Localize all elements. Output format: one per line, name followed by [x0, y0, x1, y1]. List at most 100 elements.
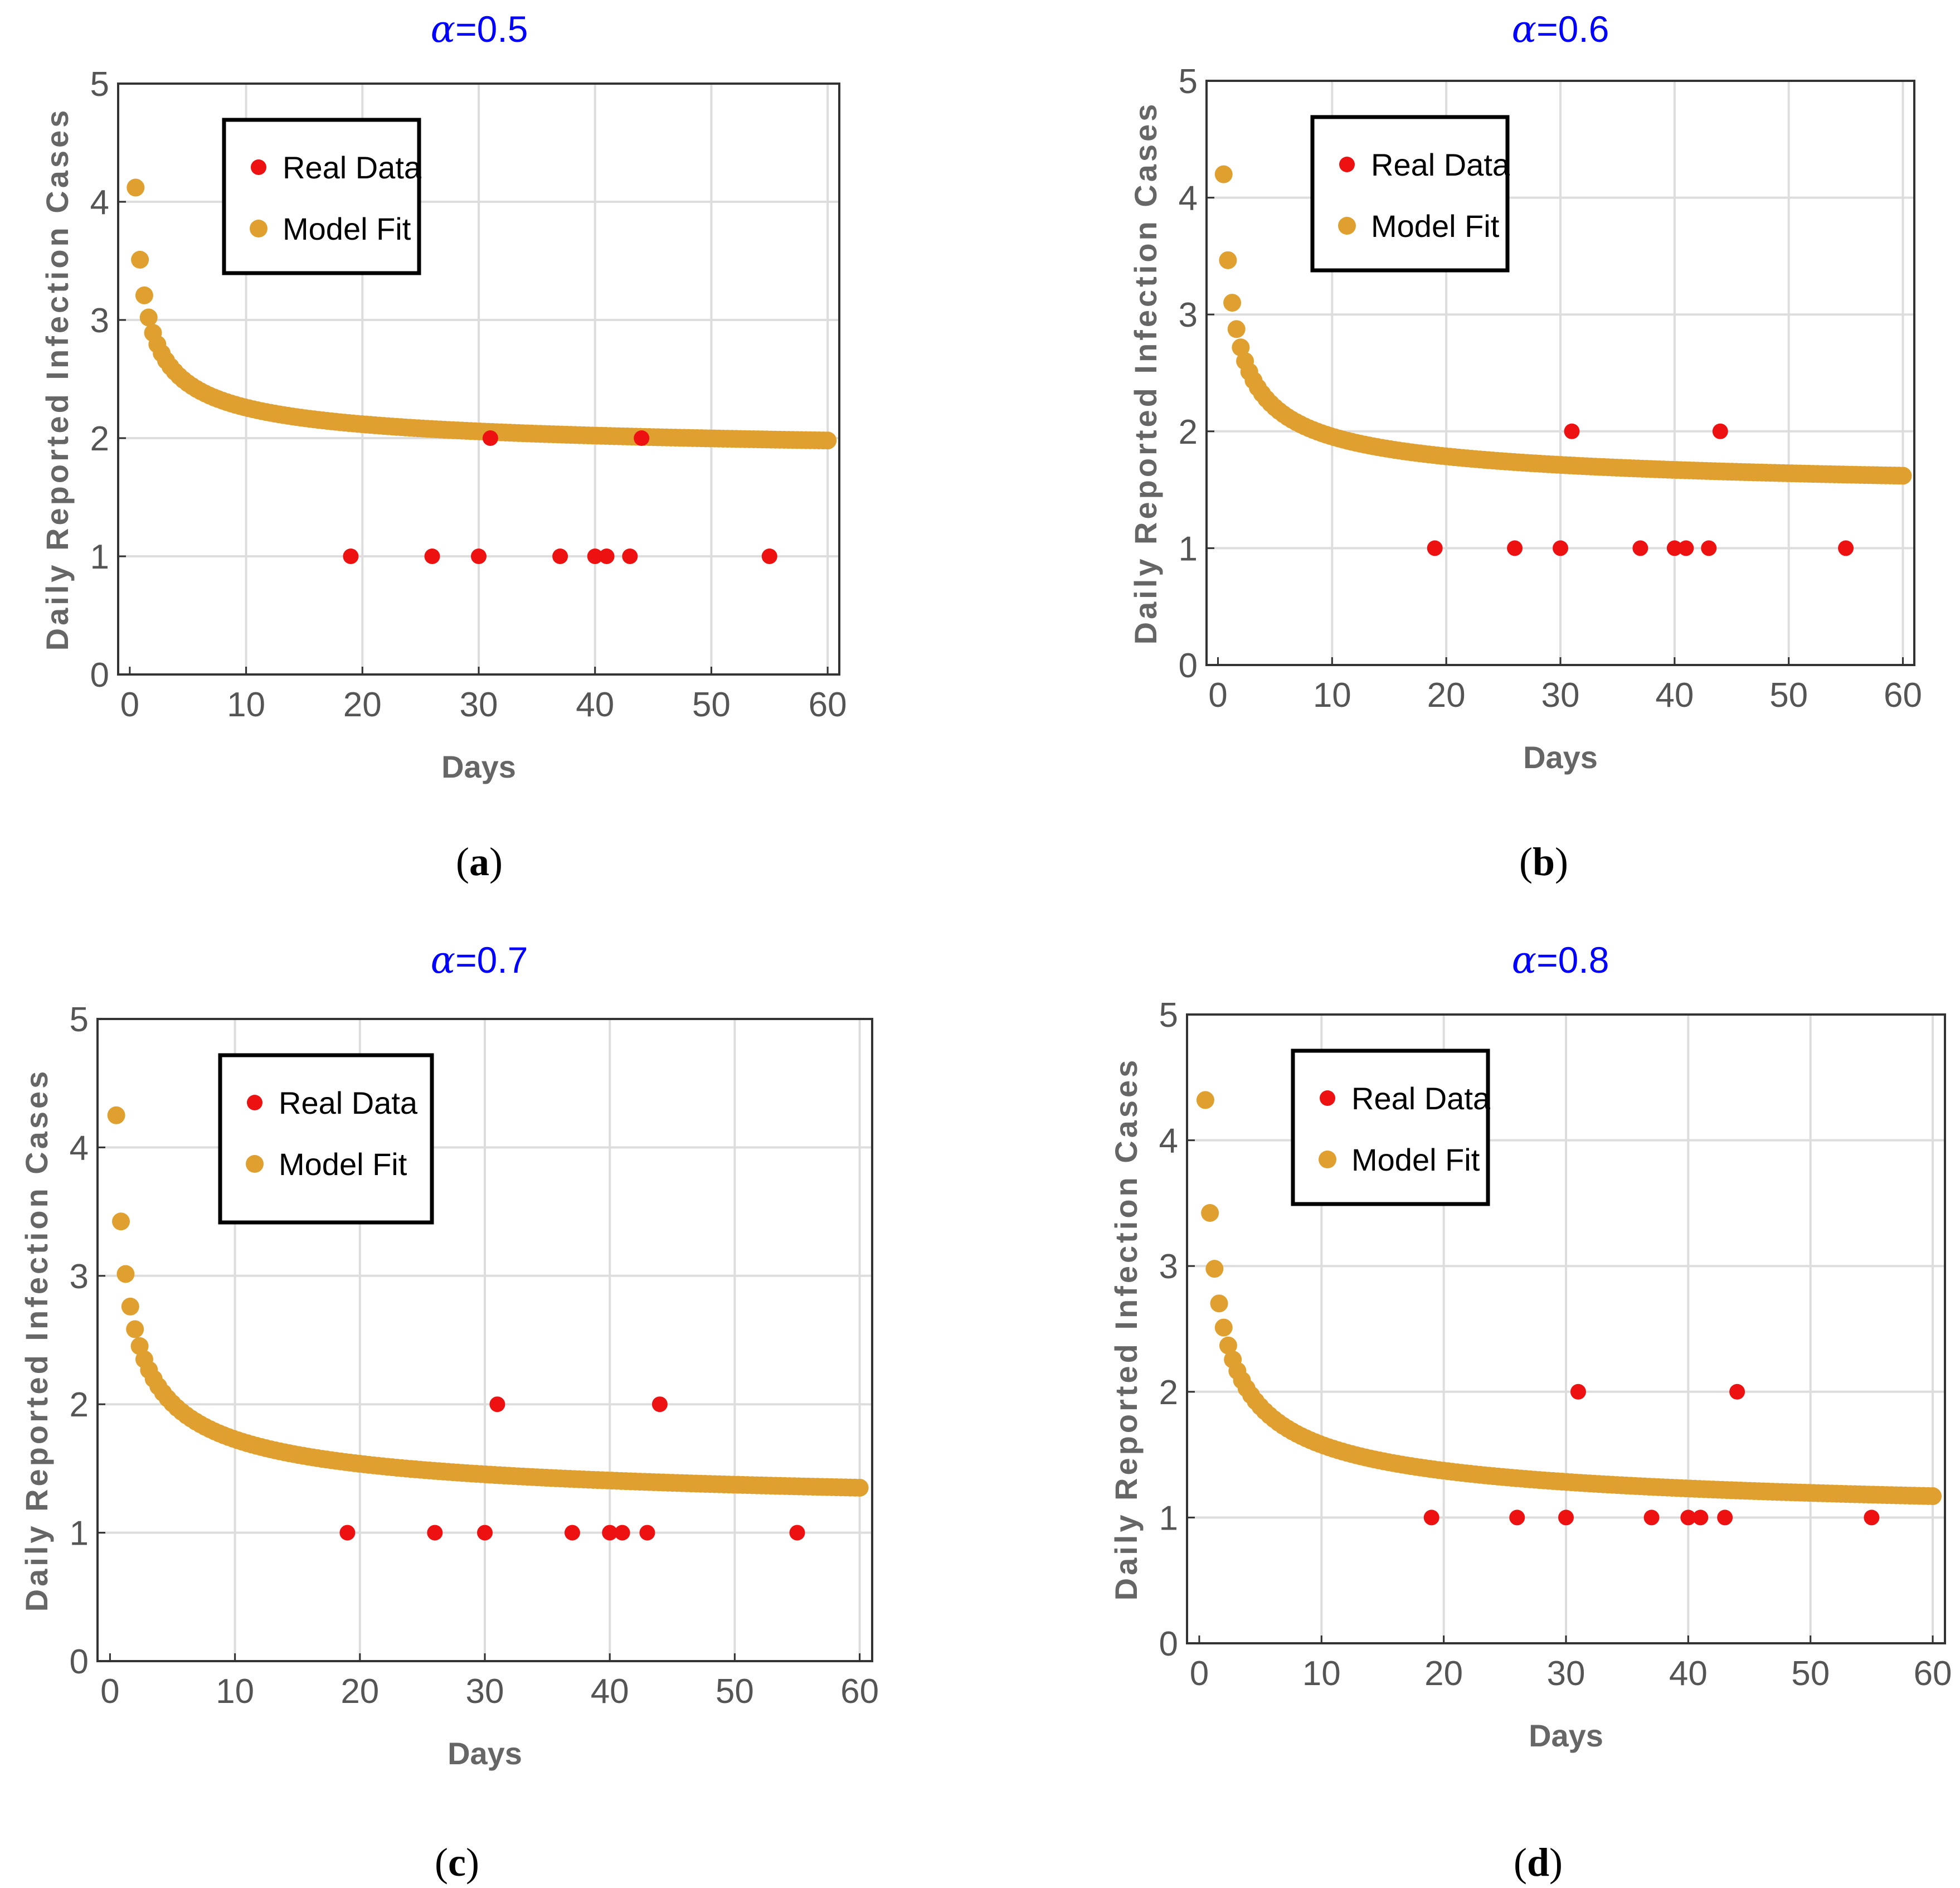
- real-data-series: [1427, 423, 1854, 556]
- legend: Real Data Model Fit: [1310, 115, 1510, 273]
- real-data-point: [651, 1396, 668, 1413]
- y-axis-label: Daily Reported Infection Cases: [19, 1069, 54, 1612]
- real-data-point: [482, 430, 498, 446]
- x-tick-label: 30: [1541, 676, 1580, 715]
- x-tick-label: 60: [840, 1672, 879, 1711]
- y-axis-label: Daily Reported Infection Cases: [40, 108, 75, 651]
- real-data-point: [339, 1525, 356, 1541]
- x-tick-label: 20: [343, 686, 382, 724]
- real-data-point: [634, 430, 650, 446]
- real-data-point: [1692, 1510, 1709, 1526]
- y-tick-label: 4: [1179, 179, 1198, 218]
- real-data-point: [427, 1525, 443, 1541]
- real-data-point: [1680, 1510, 1696, 1526]
- legend-box: [1291, 1049, 1490, 1206]
- real-data-point: [564, 1525, 580, 1541]
- real-data-point: [602, 1525, 618, 1541]
- legend-box: [1310, 115, 1510, 273]
- y-tick-label: 5: [1159, 996, 1178, 1035]
- real-data-point: [424, 549, 440, 564]
- panel-caption: (b): [1519, 839, 1568, 884]
- legend-label-model-fit: Model Fit: [283, 211, 411, 246]
- model-fit-point: [139, 308, 158, 327]
- real-data-point: [343, 549, 359, 564]
- chart-panel-b: 0 10 20 30 40 50 60 0 1 2 3 4 5 Days Daily Reported In…: [1128, 8, 1922, 884]
- y-tick-label: 2: [1179, 413, 1198, 452]
- real-data-point: [639, 1525, 655, 1541]
- real-data-point: [1729, 1384, 1745, 1400]
- real-data-point: [477, 1525, 493, 1541]
- model-fit-point: [1219, 1336, 1237, 1355]
- x-tick-label: 0: [100, 1672, 119, 1711]
- x-axis-label: Days: [448, 1736, 522, 1771]
- x-tick-label: 30: [466, 1672, 504, 1711]
- legend-marker-model-fit: [1319, 1151, 1336, 1168]
- model-fit-point: [107, 1106, 125, 1124]
- model-fit-point: [1223, 294, 1242, 312]
- model-fit-point: [819, 431, 837, 450]
- x-tick-label: 10: [216, 1672, 254, 1711]
- model-fit-series: [1214, 165, 1912, 485]
- real-data-point: [1701, 540, 1717, 556]
- legend-marker-model-fit: [1338, 217, 1356, 235]
- x-tick-label: 30: [460, 686, 498, 724]
- y-tick-label: 2: [70, 1386, 89, 1424]
- panel-caption: (a): [456, 839, 503, 884]
- x-tick-label: 10: [1302, 1654, 1341, 1693]
- x-tick-label: 0: [1208, 676, 1227, 715]
- real-data-point: [789, 1525, 805, 1541]
- y-tick-label: 3: [1159, 1248, 1178, 1286]
- legend-marker-model-fit: [250, 220, 268, 237]
- x-tick-label: 40: [576, 686, 614, 724]
- y-tick-label: 0: [1159, 1625, 1178, 1663]
- real-data-point: [614, 1525, 630, 1541]
- model-fit-point: [1205, 1260, 1224, 1278]
- real-data-point: [1423, 1510, 1439, 1526]
- legend-marker-real-data: [1339, 157, 1355, 172]
- model-fit-point: [1196, 1091, 1214, 1109]
- real-data-point: [1712, 423, 1728, 439]
- real-data-point: [1507, 540, 1523, 556]
- y-tick-label: 4: [90, 183, 109, 222]
- panel-caption: (d): [1514, 1840, 1563, 1885]
- x-tick-label: 40: [591, 1672, 629, 1711]
- legend-label-real-data: Real Data: [283, 150, 422, 185]
- real-data-point: [1564, 423, 1580, 439]
- y-tick-label: 5: [90, 65, 109, 104]
- model-fit-point: [1214, 1318, 1233, 1337]
- real-data-point: [1864, 1510, 1880, 1526]
- chart-title: α=0.8: [1512, 939, 1609, 982]
- x-tick-label: 20: [1427, 676, 1466, 715]
- y-tick-label: 2: [1159, 1373, 1178, 1412]
- x-axis-label: Days: [441, 749, 516, 784]
- real-data-series: [1423, 1384, 1880, 1526]
- real-data-point: [1838, 540, 1854, 556]
- legend-label-model-fit: Model Fit: [1351, 1142, 1480, 1177]
- y-tick-label: 3: [90, 302, 109, 340]
- x-tick-label: 0: [120, 686, 139, 724]
- model-fit-point: [1201, 1203, 1219, 1222]
- y-tick-label: 0: [90, 656, 109, 695]
- legend-marker-model-fit: [246, 1155, 264, 1173]
- x-tick-label: 0: [1190, 1654, 1209, 1693]
- real-data-point: [1427, 540, 1443, 556]
- panel-caption: (c): [435, 1840, 479, 1885]
- x-tick-label: 20: [341, 1672, 379, 1711]
- legend: Real Data Model Fit: [1291, 1049, 1491, 1206]
- model-fit-point: [112, 1212, 130, 1231]
- y-tick-label: 1: [70, 1515, 89, 1553]
- model-fit-point: [116, 1265, 135, 1283]
- legend: Real Data Model Fit: [222, 118, 422, 275]
- model-fit-point: [1227, 320, 1246, 338]
- chart-title: α=0.6: [1512, 8, 1609, 51]
- real-data-point: [1678, 540, 1694, 556]
- real-data-series: [343, 430, 777, 564]
- y-tick-label: 1: [1159, 1499, 1178, 1537]
- real-data-series: [339, 1396, 805, 1541]
- real-data-point: [1666, 540, 1682, 556]
- y-tick-label: 4: [1159, 1122, 1178, 1161]
- y-tick-label: 3: [1179, 296, 1198, 334]
- model-fit-point: [121, 1297, 139, 1316]
- real-data-point: [1509, 1510, 1525, 1526]
